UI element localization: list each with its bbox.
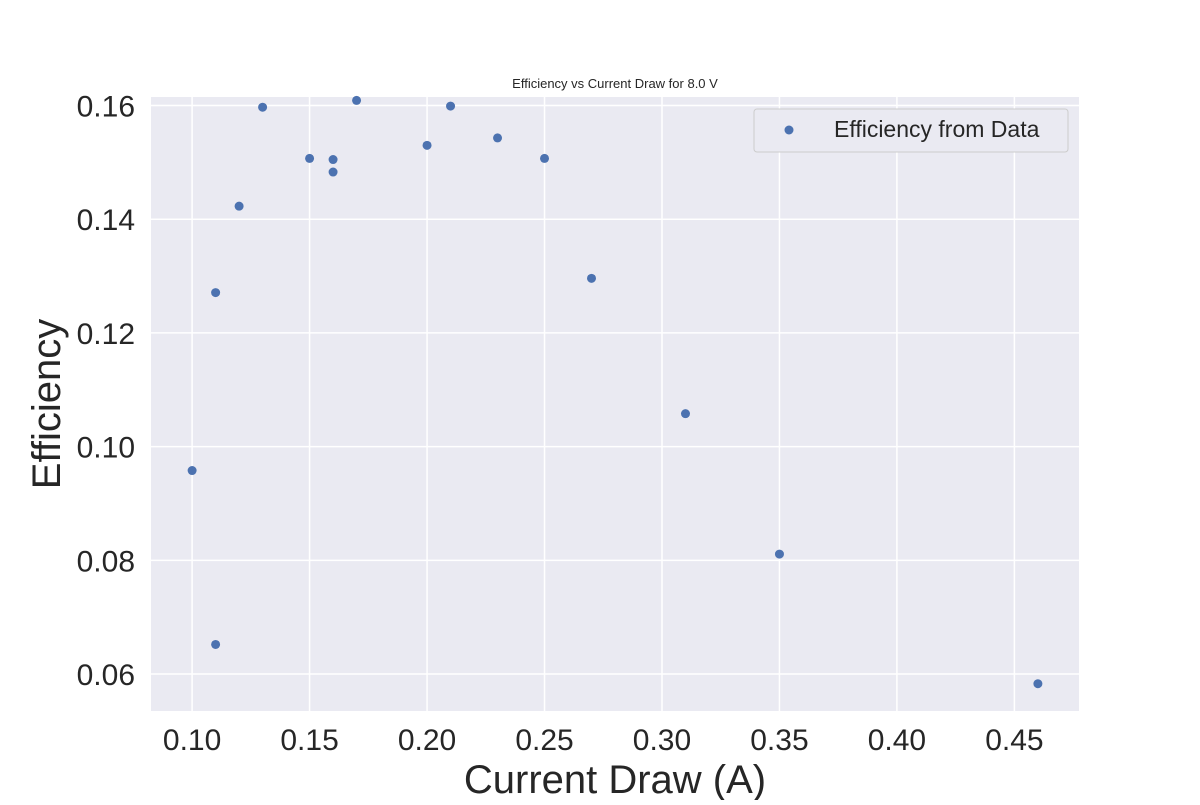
data-point: [328, 167, 338, 177]
x-tick-label: 0.40: [868, 724, 926, 757]
x-tick-label: 0.15: [280, 724, 338, 757]
data-point: [1033, 679, 1043, 689]
data-point: [352, 95, 362, 105]
data-point: [211, 639, 221, 649]
data-point: [587, 273, 597, 283]
chart-title: Efficiency vs Current Draw for 8.0 V: [512, 76, 718, 91]
data-point: [187, 466, 197, 476]
x-tick-labels: 0.10 0.15 0.20 0.25 0.30 0.35 0.40 0.45: [163, 724, 1044, 757]
data-point: [328, 155, 338, 165]
x-tick-label: 0.25: [515, 724, 573, 757]
data-point: [493, 133, 503, 143]
y-tick-label: 0.12: [77, 318, 135, 351]
legend-box: [753, 108, 1069, 153]
data-point: [234, 201, 244, 211]
x-gridlines: [191, 97, 1016, 711]
legend: Efficiency from Data: [753, 108, 1069, 153]
y-tick-label: 0.16: [77, 91, 135, 124]
x-tick-label: 0.35: [750, 724, 808, 757]
data-points: [187, 95, 1043, 689]
legend-marker: [784, 125, 794, 135]
y-tick-label: 0.14: [77, 204, 135, 237]
x-tick-label: 0.20: [398, 724, 456, 757]
x-tick-label: 0.45: [985, 724, 1043, 757]
x-axis-label: Current Draw (A): [464, 758, 766, 800]
y-tick-label: 0.06: [77, 659, 135, 692]
data-point: [540, 153, 550, 163]
data-point: [446, 101, 456, 111]
legend-label: Efficiency from Data: [834, 116, 1040, 142]
data-point: [774, 549, 784, 559]
y-axis-label: Efficiency: [25, 319, 69, 489]
y-tick-label: 0.10: [77, 432, 135, 465]
data-point: [258, 102, 268, 112]
data-point: [422, 140, 432, 150]
y-tick-labels: 0.06 0.08 0.10 0.12 0.14 0.16: [77, 91, 135, 693]
x-tick-label: 0.30: [633, 724, 691, 757]
y-gridlines: [151, 104, 1079, 675]
y-tick-label: 0.08: [77, 545, 135, 578]
x-tick-label: 0.10: [163, 724, 221, 757]
data-point: [305, 153, 315, 163]
data-point: [211, 288, 221, 298]
data-point: [680, 409, 690, 419]
plot-area: [151, 97, 1079, 711]
